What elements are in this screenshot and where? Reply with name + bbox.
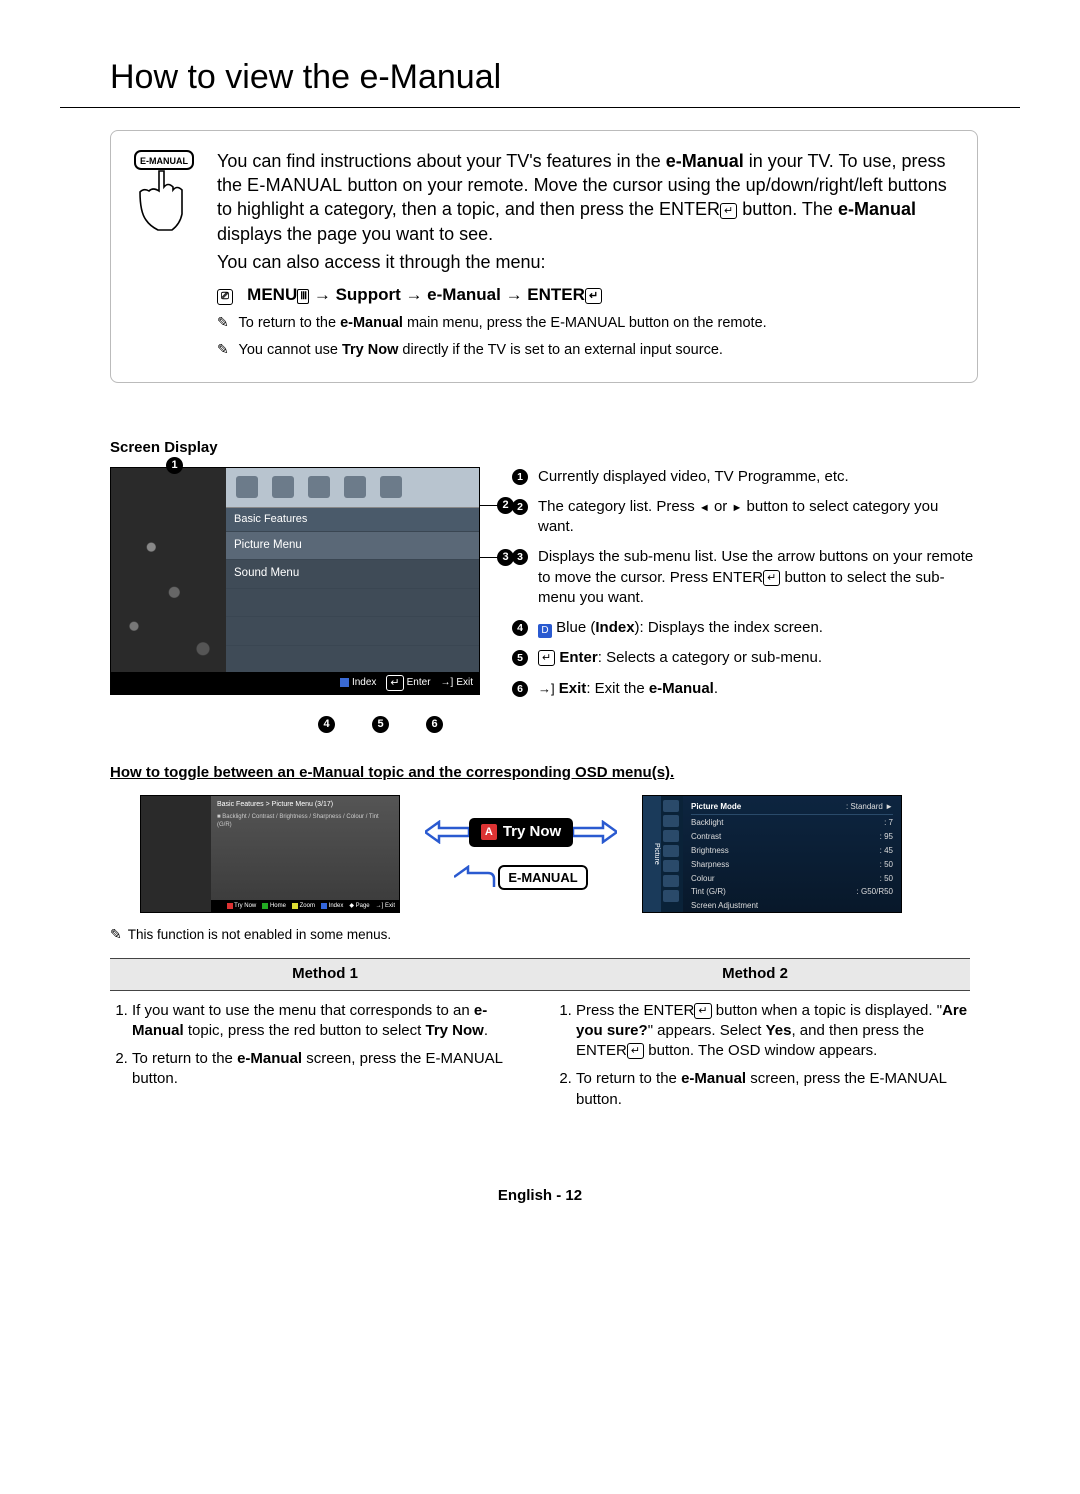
note2-c: directly if the TV is set to an external… [398, 342, 723, 358]
callout-1: 1 [166, 457, 183, 474]
remote-hand-icon: E-MANUAL [129, 149, 199, 365]
emanual-label: E-MANUAL [498, 865, 587, 891]
note1-a: To return to the [239, 315, 341, 331]
toggle-heading: How to toggle between an e-Manual topic … [110, 763, 1020, 783]
legend-3: Displays the sub-menu list. Use the arro… [538, 547, 978, 608]
remote-mini-icon: ⎚ [217, 289, 233, 305]
page-title: How to view the e-Manual [60, 55, 1020, 108]
method1-body: If you want to use the menu that corresp… [110, 1001, 526, 1118]
svg-text:E-MANUAL: E-MANUAL [140, 156, 188, 166]
nav-b: → Support → e-Manual → ENTER [309, 285, 585, 304]
intro-p1-h: e-Manual [838, 199, 916, 219]
legend-1: Currently displayed video, TV Programme,… [538, 467, 978, 487]
intro-box: E-MANUAL You can find instructions about… [110, 130, 978, 384]
trynow-label: Try Now [503, 822, 561, 842]
method1-head: Method 1 [110, 959, 540, 989]
legend-2: The category list. Press or button to se… [538, 497, 978, 538]
osd-tab: Picture [643, 796, 661, 912]
nav-a: MENU [247, 285, 297, 304]
toggle-footnote: This function is not enabled in some men… [110, 925, 1020, 944]
legend-4: D Blue (Index): Displays the index scree… [538, 618, 978, 638]
callout-5: 5 [372, 716, 389, 733]
tv-menu-picture: Picture Menu [226, 531, 479, 560]
method2-body: Press the ENTER↵ button when a topic is … [554, 1001, 970, 1118]
tv-footer-enter: Enter [407, 676, 431, 690]
osd-screen: Picture Picture Mode: Standard ►Backligh… [642, 795, 902, 913]
tv-footer-exit: Exit [456, 676, 473, 690]
method2-head: Method 2 [540, 959, 970, 989]
enter-icon-2: ↵ [585, 288, 602, 304]
intro-p1-d: E-MANUAL [247, 175, 342, 195]
callout-4: 4 [318, 716, 335, 733]
legend: 1Currently displayed video, TV Programme… [512, 467, 978, 709]
intro-p1-g: button. The [737, 199, 838, 219]
intro-p1-i: displays the page you want to see. [217, 224, 493, 244]
methods-table: Method 1 Method 2 If you want to use the… [110, 958, 970, 1118]
page-footer: English - 12 [60, 1186, 1020, 1206]
tv-footer-index: Index [352, 676, 376, 690]
tv-menu-sound: Sound Menu [226, 559, 479, 588]
tv-mock: Basic Features Picture Menu Sound Menu I… [110, 467, 480, 709]
trynow-pill: ATry Now [425, 818, 617, 846]
menu-icon: Ⅲ [297, 289, 309, 304]
note2-b: Try Now [342, 342, 398, 358]
intro-text: You can find instructions about your TV'… [217, 149, 953, 365]
tv-category: Basic Features [226, 508, 479, 531]
toggle-row: Basic Features > Picture Menu (3/17) ■ B… [140, 795, 960, 913]
note1-d: E-MANUAL [550, 315, 624, 331]
intro-p1-f: ENTER [659, 199, 720, 219]
callout-6: 6 [426, 716, 443, 733]
screen-display-label: Screen Display [110, 438, 1020, 458]
note1-c: main menu, press the [403, 315, 551, 331]
callout-2: 2 [497, 497, 514, 514]
note1-b: e-Manual [340, 315, 403, 331]
intro-p2: You can also access it through the menu: [217, 250, 953, 274]
callout-3: 3 [497, 549, 514, 566]
mini-emanual-screen: Basic Features > Picture Menu (3/17) ■ B… [140, 795, 400, 913]
intro-p1-a: You can find instructions about your TV'… [217, 151, 666, 171]
enter-icon: ↵ [720, 203, 737, 219]
note1-e: button on the remote. [625, 315, 767, 331]
emanual-pill: E-MANUAL [454, 865, 587, 891]
legend-5: ↵ Enter: Selects a category or sub-menu. [538, 648, 978, 668]
note2-a: You cannot use [239, 342, 342, 358]
intro-p1-b: e-Manual [666, 151, 744, 171]
mini-line1: ■ Backlight / Contrast / Brightness / Sh… [217, 813, 393, 829]
mini-crumb: Basic Features > Picture Menu (3/17) [217, 800, 393, 809]
legend-6: →] Exit: Exit the e-Manual. [538, 679, 978, 699]
